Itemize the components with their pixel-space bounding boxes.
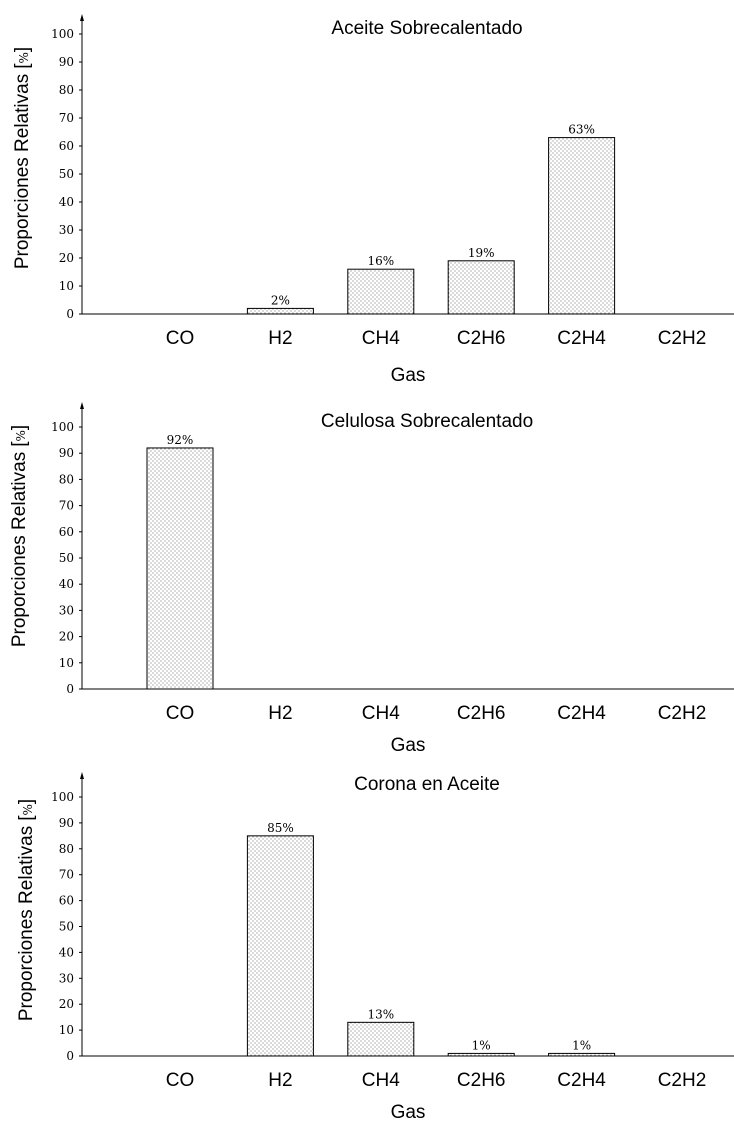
y-tick-label: 80 [59, 472, 74, 486]
y-tick-label: 90 [59, 816, 74, 830]
x-tick-label-c2h6: C2H6 [457, 703, 506, 724]
chart-title: Corona en Aceite [354, 774, 500, 795]
data-label-c2h4: 1% [572, 1038, 591, 1052]
x-axis-label: Gas [391, 365, 426, 386]
y-tick-label: 40 [59, 577, 74, 591]
y-tick-label: 20 [59, 251, 74, 265]
y-axis-unit: % [21, 804, 35, 815]
chart-panel-2: Celulosa Sobrecalentado 0 10 20 30 40 50 60 70 80… [9, 402, 734, 756]
bar-ch4 [347, 1021, 415, 1057]
chart-title: Celulosa Sobrecalentado [321, 411, 533, 432]
y-axis-unit-bracket-open: [ [9, 441, 30, 447]
y-tick-label: 50 [59, 167, 74, 181]
y-tick-label: 80 [59, 842, 74, 856]
y-axis-label-text: Proporciones Relativas [9, 452, 30, 647]
data-label-c2h6: 1% [472, 1038, 491, 1052]
y-tick-label: 100 [51, 420, 74, 434]
bar-co [146, 447, 214, 690]
bar-c2h4 [548, 1052, 616, 1057]
y-tick-label: 100 [51, 27, 74, 41]
y-tick-label: 40 [59, 945, 74, 959]
y-tick-label: 40 [59, 195, 74, 209]
y-axis-arrow [80, 14, 84, 21]
y-tick-label: 60 [59, 139, 74, 153]
y-axis-unit-bracket-close: ] [16, 799, 37, 804]
y-axis-unit-bracket-open: [ [12, 63, 33, 69]
data-label-ch4: 16% [367, 254, 394, 268]
x-tick-label-c2h2: C2H2 [658, 1070, 707, 1091]
x-tick-label-h2: H2 [268, 703, 292, 724]
bar-h2 [246, 835, 314, 1057]
data-label-h2: 2% [271, 293, 290, 307]
x-tick-label-ch4: CH4 [362, 328, 400, 349]
data-label-ch4: 13% [367, 1007, 394, 1021]
y-tick-label: 90 [59, 446, 74, 460]
bar-h2 [246, 307, 314, 315]
y-axis-label: Proporciones Relativas [%] [9, 425, 30, 647]
y-tick-label: 50 [59, 920, 74, 934]
y-axis-arrow [80, 402, 84, 409]
y-tick-label: 60 [59, 894, 74, 908]
y-tick-label: 20 [59, 630, 74, 644]
y-axis-unit: % [14, 430, 28, 441]
x-tick-label-h2: H2 [268, 328, 292, 349]
y-tick-label: 20 [59, 997, 74, 1011]
x-tick-label-c2h2: C2H2 [658, 328, 707, 349]
y-tick-label: 10 [59, 1023, 74, 1037]
y-axis-label: Proporciones Relativas [%] [16, 799, 37, 1021]
x-tick-label-ch4: CH4 [362, 1070, 400, 1091]
y-tick-label: 30 [59, 223, 74, 237]
data-label-h2: 85% [267, 821, 294, 835]
chart-title: Aceite Sobrecalentado [331, 18, 522, 39]
x-axis-label: Gas [391, 1102, 426, 1122]
x-tick-label-c2h2: C2H2 [658, 703, 707, 724]
y-axis-unit-bracket-open: [ [16, 815, 37, 821]
data-label-c2h4: 63% [568, 123, 595, 137]
y-axis-label: Proporciones Relativas [%] [12, 47, 33, 269]
x-tick-label-c2h6: C2H6 [457, 1070, 506, 1091]
y-tick-label: 0 [66, 682, 74, 696]
x-tick-label-co: CO [166, 328, 195, 349]
x-tick-label-h2: H2 [268, 1070, 292, 1091]
y-axis-unit-bracket-close: ] [9, 425, 30, 430]
x-tick-label-c2h4: C2H4 [557, 703, 606, 724]
bar-c2h4 [548, 137, 616, 315]
y-axis-unit-bracket-close: ] [12, 47, 33, 52]
y-tick-label: 0 [66, 307, 74, 321]
chart-panel-3: Corona en Aceite 0 10 20 30 40 50 60 70 80 90 100 Pr… [16, 772, 734, 1122]
y-tick-label: 100 [51, 790, 74, 804]
y-tick-label: 0 [66, 1049, 74, 1063]
y-tick-label: 10 [59, 656, 74, 670]
bar-c2h6 [447, 1052, 515, 1057]
x-tick-label-c2h4: C2H4 [557, 1070, 606, 1091]
y-tick-label: 30 [59, 603, 74, 617]
y-tick-label: 30 [59, 971, 74, 985]
y-tick-label: 50 [59, 551, 74, 565]
data-label-co: 92% [167, 433, 194, 447]
y-tick-label: 10 [59, 279, 74, 293]
y-tick-label: 70 [59, 499, 74, 513]
y-tick-label: 60 [59, 525, 74, 539]
bar-ch4 [347, 268, 415, 315]
y-tick-label: 90 [59, 55, 74, 69]
y-axis-label-text: Proporciones Relativas [16, 826, 37, 1021]
y-tick-label: 80 [59, 83, 74, 97]
data-label-c2h6: 19% [468, 246, 495, 260]
bar-c2h6 [447, 260, 515, 315]
y-axis-label-text: Proporciones Relativas [12, 74, 33, 269]
x-tick-label-ch4: CH4 [362, 703, 400, 724]
y-tick-label: 70 [59, 868, 74, 882]
x-tick-label-c2h6: C2H6 [457, 328, 506, 349]
x-tick-label-co: CO [166, 1070, 195, 1091]
y-axis-unit: % [17, 52, 31, 63]
x-tick-label-c2h4: C2H4 [557, 328, 606, 349]
chart-panel-1: Aceite Sobrecalentado 0 10 20 30 40 50 60 70 80 90… [12, 14, 734, 386]
x-axis-label: Gas [391, 735, 426, 756]
x-tick-label-co: CO [166, 703, 195, 724]
y-tick-label: 70 [59, 111, 74, 125]
y-axis-arrow [80, 772, 84, 779]
